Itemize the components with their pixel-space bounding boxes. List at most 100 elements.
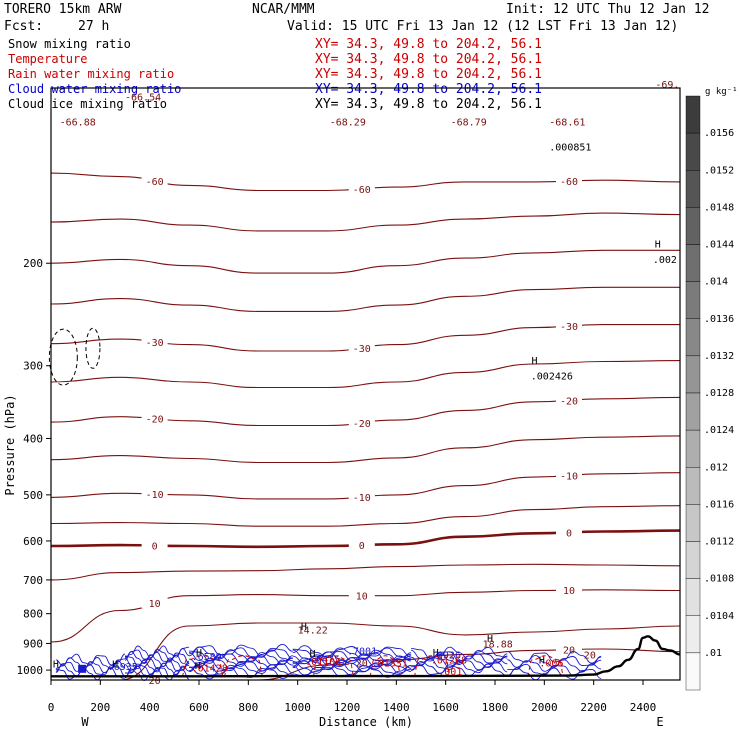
colorbar-segment [685, 170, 701, 208]
isotherm-label-bg [556, 526, 582, 538]
isotherm-label-bg [556, 175, 582, 187]
isotherm-label-bg [348, 416, 375, 428]
cloud-water-contour [55, 663, 126, 677]
value-annotation: .01268 [431, 656, 467, 667]
isotherm [50, 286, 680, 312]
ice-contour [85, 327, 101, 369]
isotherm-label: -20 [146, 415, 164, 426]
value-annotation: .002426 [531, 372, 573, 383]
isotherm-label-bg [348, 490, 375, 502]
x-tick-label: 2400 [630, 701, 657, 714]
isotherm-label: -60 [560, 177, 578, 188]
isotherm-label: 10 [356, 592, 368, 603]
cloud-water-contour [189, 656, 293, 670]
y-axis-label: Pressure (hPa) [3, 394, 17, 495]
colorbar-tick-label: .0104 [704, 611, 734, 622]
isotherm-label: -20 [353, 419, 371, 430]
isotherm-label-bg [141, 175, 168, 187]
colorbar-segment [685, 429, 701, 468]
isotherm-label: 0 [566, 528, 572, 539]
isotherm-label: -30 [560, 322, 578, 333]
colorbar-tick-label: .0116 [704, 499, 734, 510]
value-annotation: .006 [539, 658, 563, 669]
value-annotation: .000851 [549, 142, 591, 153]
field-xy: XY= 34.3, 49.8 to 204.2, 56.1 [315, 82, 542, 97]
x-tick-label: 2000 [531, 701, 558, 714]
isotherm-label-bg [556, 320, 582, 332]
value-annotation: -68.29 [330, 118, 366, 129]
isotherm-label: 20 [356, 658, 368, 669]
ice-contour [48, 328, 78, 386]
isotherm-label-bg [141, 539, 168, 551]
colorbar-segment [685, 318, 701, 357]
cloud-water-contour [125, 662, 190, 676]
y-tick-label: 1000 [17, 664, 44, 677]
high-marker: H [112, 660, 118, 671]
x-axis-label: Distance (km) [319, 715, 413, 729]
colorbar-tick-label: .0156 [704, 128, 734, 139]
isotherm-label: -10 [353, 493, 371, 504]
colorbar-segment [685, 652, 701, 691]
field-label: Snow mixing ratio [8, 37, 131, 51]
isotherm-label: -60 [353, 185, 371, 196]
rain-contour [413, 655, 452, 677]
isotherm [50, 505, 681, 527]
cloud-water-contour [189, 643, 293, 657]
cloud-water-contour [189, 649, 293, 663]
x-tick-label: 1200 [334, 701, 361, 714]
y-tick-label: 300 [23, 360, 43, 373]
field-label: Cloud ice mixing ratio [8, 97, 167, 111]
value-annotation: -69. [655, 80, 679, 91]
cloud-water-contour [124, 665, 190, 679]
x-end-east: E [656, 715, 663, 729]
isotherm-label-bg [556, 643, 582, 655]
value-annotation: .001 [438, 667, 462, 678]
isotherm-label-bg [348, 539, 375, 551]
colorbar-tick-label: .0148 [704, 202, 734, 213]
value-annotation: -68.79 [451, 118, 487, 129]
high-marker: H [196, 648, 202, 659]
high-marker: H [309, 649, 315, 660]
x-tick-label: 1000 [284, 701, 311, 714]
cloud-water-contour [124, 654, 190, 667]
isotherm-label: 0 [152, 542, 158, 553]
colorbar-tick-label: .01 [704, 648, 722, 659]
isotherm [50, 249, 680, 274]
x-tick-label: 600 [189, 701, 209, 714]
rain-contour [526, 655, 565, 677]
x-tick-label: 2200 [580, 701, 607, 714]
isotherm-label-bg [141, 335, 168, 347]
isotherm-label: -30 [146, 338, 164, 349]
cloud-water-contour [507, 650, 602, 664]
y-tick-label: 600 [23, 535, 43, 548]
cloud-water-contour [292, 645, 412, 659]
value-annotation: -66.54 [125, 92, 161, 103]
isotherm-label-bg [348, 589, 375, 601]
y-tick-label: 700 [23, 574, 43, 587]
colorbar-tick-label: .0112 [704, 537, 734, 548]
x-tick-label: 1400 [383, 701, 410, 714]
rain-contour [223, 655, 264, 677]
x-tick-label: 200 [90, 701, 110, 714]
field-label: Temperature [8, 52, 87, 66]
y-tick-label: 500 [23, 489, 43, 502]
isotherm-label-bg [141, 488, 168, 500]
value-annotation: 20 [584, 650, 596, 661]
isotherm-label: -10 [146, 490, 164, 501]
init-time: Init: 12 UTC Thu 12 Jan 12 [506, 2, 710, 17]
high-marker: H [53, 660, 59, 671]
field-legend: Snow mixing ratio XY= 34.3, 49.8 to 204.2… [8, 37, 542, 112]
value-annotation: .6589 [192, 652, 222, 663]
value-annotation: 14.22 [298, 625, 328, 636]
cloud-water-contour [411, 646, 508, 660]
colorbar-tick-label: .0124 [704, 425, 734, 436]
cloud-water-contour [292, 657, 412, 671]
cloud-water-contour [411, 663, 508, 677]
value-annotation: 18.88 [483, 640, 513, 651]
isotherm-label: 10 [563, 586, 575, 597]
cloud-water-contour [292, 659, 412, 672]
cloud-water-contour [55, 657, 126, 670]
isotherm [50, 360, 681, 389]
colorbar-tick-label: .0128 [704, 388, 734, 399]
